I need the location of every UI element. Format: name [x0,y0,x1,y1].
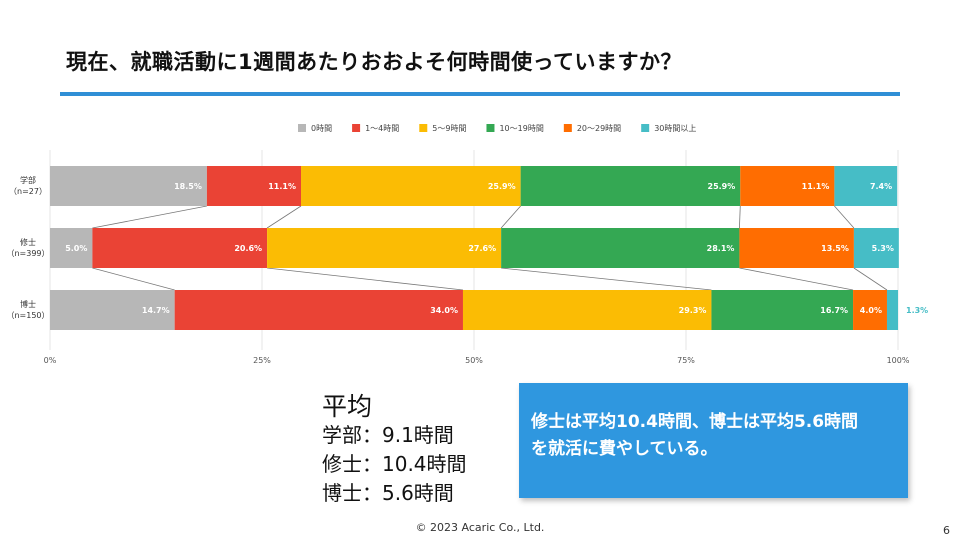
bar-segment [740,166,835,206]
bar-segment [853,290,887,330]
series-connector [92,205,207,229]
y-category-label: 博士 [20,299,36,309]
copyright-footer: © 2023 Acaric Co., Ltd. [415,521,545,534]
bar-segment [711,290,854,330]
bar-segment [739,228,854,268]
x-tick-label: 100% [887,356,910,365]
legend-swatch [419,124,428,132]
data-label: 25.9% [488,182,516,191]
y-category-label: 学部 [20,175,36,185]
bar-segment [50,166,207,206]
data-label: 4.0% [860,306,882,315]
series-connector [739,267,854,291]
summary-callout: 修士は平均10.4時間、博士は平均5.6時間 を就活に費やしている。 [519,383,908,498]
data-label: 7.4% [870,182,892,191]
data-label: 28.1% [707,244,735,253]
bar-segment [501,228,740,268]
series-connector [500,205,521,229]
data-label: 16.7% [820,306,848,315]
legend-swatch [563,124,572,132]
data-label: 1.3% [906,306,928,315]
stacked-bar-chart: 0% 25% 50% 75% 100% 0時間 1～4時間 5～9時間 10～19時間 20～29… [6,124,928,365]
x-tick-label: 75% [677,356,695,365]
legend-label: 10～19時間 [499,124,543,133]
bar-segment [206,166,302,206]
data-label: 13.5% [821,244,849,253]
bar-segment [520,166,741,206]
y-category-n: （n=399） [6,249,49,258]
legend-label: 0時間 [311,124,332,133]
series-connector [267,267,464,291]
average-master: 修士：10.4時間 [322,452,467,476]
bar-segment [50,228,93,268]
bar-segment [267,228,502,268]
data-label: 5.0% [65,244,87,253]
page-number: 6 [943,524,950,537]
legend-swatch [641,124,650,132]
bar-segment [853,228,899,268]
series-connector [266,205,302,229]
data-label: 5.3% [872,244,894,253]
data-label: 11.1% [268,182,296,191]
callout-line-1: 修士は平均10.4時間、博士は平均5.6時間 [531,412,859,432]
y-category-label: 修士 [20,237,36,247]
data-label: 34.0% [430,306,458,315]
x-tick-label: 50% [465,356,483,365]
page-title: 現在、就職活動に1週間あたりおおよそ何時間使っていますか？ [66,50,683,74]
data-label: 29.3% [679,306,707,315]
series-connector [834,205,855,229]
legend-label: 20～29時間 [577,124,621,133]
data-label: 11.1% [802,182,830,191]
data-label: 14.7% [142,306,170,315]
y-category-n: （n=27） [9,187,47,196]
data-label: 18.5% [174,182,202,191]
legend-label: 30時間以上 [654,124,696,133]
bar-segment [301,166,521,206]
average-heading: 平均 [322,392,373,421]
series-connector [853,267,888,291]
series-connector [739,205,741,229]
legend-swatch [486,124,495,132]
title-underline [60,92,900,96]
bar-segment [886,290,898,330]
callout-line-2: を就活に費やしている。 [531,439,718,459]
data-label: 27.6% [468,244,496,253]
bar-segment [834,166,898,206]
y-category-n: （n=150） [6,311,49,320]
series-connector [501,267,712,291]
bar-segment [50,290,175,330]
legend-label: 1～4時間 [365,124,399,133]
legend-label: 5～9時間 [432,124,466,133]
x-tick-label: 0% [44,356,57,365]
bar-segment [174,290,463,330]
data-label: 20.6% [234,244,262,253]
average-undergrad: 学部：9.1時間 [322,423,454,447]
x-tick-label: 25% [253,356,271,365]
legend-swatch [352,124,361,132]
average-panel: 平均 学部：9.1時間 修士：10.4時間 博士：5.6時間 [322,392,467,508]
bar-segment [92,228,268,268]
legend-swatch [298,124,306,132]
average-doctor: 博士：5.6時間 [322,481,454,505]
bar-segment [462,290,712,330]
data-label: 25.9% [708,182,736,191]
series-connector [92,267,175,291]
